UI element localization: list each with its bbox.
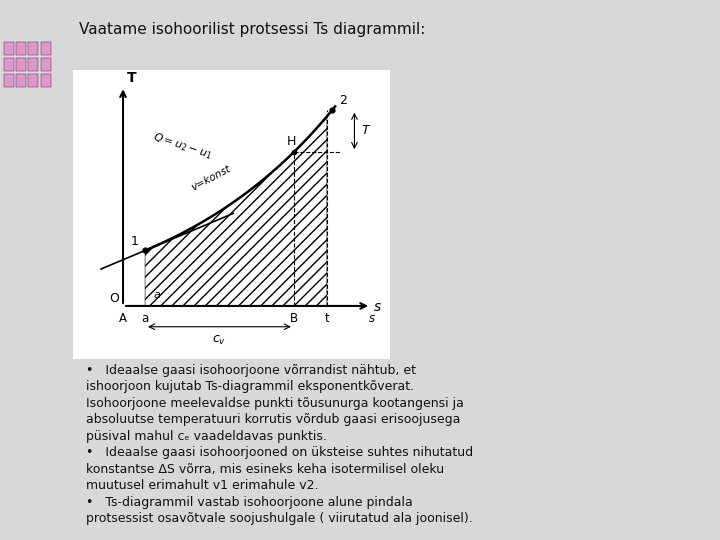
Bar [41,74,51,87]
Text: absoluutse temperatuuri korrutis võrdub gaasi erisoojusega: absoluutse temperatuuri korrutis võrdub … [86,414,461,427]
Text: B: B [289,312,298,325]
Text: v=konst: v=konst [189,163,233,192]
Bar [4,42,14,55]
Text: s: s [374,300,381,314]
Bar [28,74,38,87]
Bar [4,58,14,71]
Bar [41,58,51,71]
Text: Vaatame isohoorilist protsessi Ts diagrammil:: Vaatame isohoorilist protsessi Ts diagra… [79,22,426,37]
Text: A: A [119,312,127,325]
Bar [28,58,38,71]
Bar [4,74,14,87]
Text: •   Ts-diagrammil vastab isohoorjoone alune pindala: • Ts-diagrammil vastab isohoorjoone alun… [86,496,413,509]
Text: konstantse ΔS võrra, mis esineks keha isotermilisel oleku: konstantse ΔS võrra, mis esineks keha is… [86,463,444,476]
Text: s: s [369,312,375,325]
Text: •   Ideaalse gaasi isohoorjooned on üksteise suhtes nihutatud: • Ideaalse gaasi isohoorjooned on ükstei… [86,446,474,459]
Text: püsival mahul cₑ vaadeldavas punktis.: püsival mahul cₑ vaadeldavas punktis. [86,430,328,443]
Text: •   Ideaalse gaasi isohoorjoone võrrandist nähtub, et: • Ideaalse gaasi isohoorjoone võrrandist… [86,364,416,377]
Bar [16,58,26,71]
Text: ishoorjoon kujutab Ts-diagrammil eksponentkõverat.: ishoorjoon kujutab Ts-diagrammil ekspone… [86,381,415,394]
Text: H: H [287,135,296,148]
Bar [16,74,26,87]
Text: Isohoorjoone meelevaldse punkti tõusunurga kootangensi ja: Isohoorjoone meelevaldse punkti tõusunur… [86,397,464,410]
Text: 2: 2 [339,94,347,107]
Text: T: T [127,71,137,85]
Text: protsessist osavõtvale soojushulgale ( viirutatud ala joonisel).: protsessist osavõtvale soojushulgale ( v… [86,512,473,525]
Text: a: a [153,290,161,300]
Text: a: a [141,312,149,325]
Bar [41,42,51,55]
Text: $c_v$: $c_v$ [212,334,227,347]
Text: t: t [325,312,329,325]
Polygon shape [145,117,327,306]
Bar [28,42,38,55]
Text: $Q=u_2-u_1$: $Q=u_2-u_1$ [150,130,214,162]
Text: 1: 1 [130,235,138,248]
Text: O: O [109,292,119,305]
Bar [16,42,26,55]
Text: muutusel erimahult v1 erimahule v2.: muutusel erimahult v1 erimahule v2. [86,479,319,492]
Text: T: T [361,124,369,138]
